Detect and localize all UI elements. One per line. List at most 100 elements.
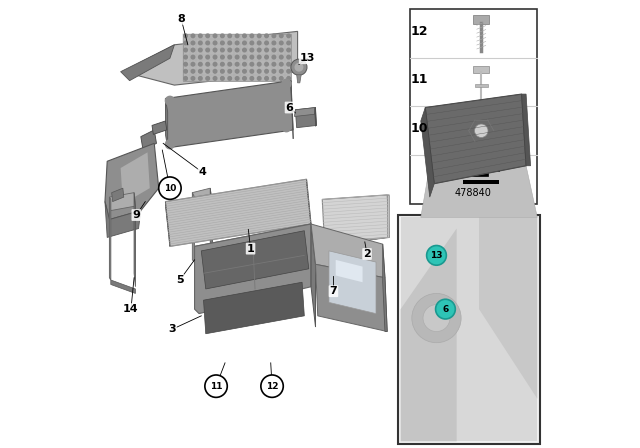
Polygon shape: [165, 202, 170, 246]
Circle shape: [198, 69, 202, 73]
Circle shape: [221, 62, 224, 66]
Polygon shape: [473, 15, 490, 24]
Circle shape: [280, 62, 283, 66]
Circle shape: [236, 77, 239, 80]
Circle shape: [191, 48, 195, 52]
Circle shape: [265, 62, 268, 66]
Circle shape: [228, 34, 232, 38]
Circle shape: [236, 62, 239, 66]
Circle shape: [236, 34, 239, 38]
Polygon shape: [401, 217, 538, 441]
Circle shape: [213, 56, 217, 59]
Polygon shape: [323, 195, 389, 199]
Circle shape: [206, 56, 209, 59]
Circle shape: [272, 48, 276, 52]
Polygon shape: [111, 280, 136, 293]
Circle shape: [191, 41, 195, 45]
Circle shape: [282, 79, 291, 88]
Polygon shape: [315, 108, 316, 126]
Circle shape: [159, 177, 181, 199]
Circle shape: [436, 299, 455, 319]
Polygon shape: [152, 121, 167, 134]
Circle shape: [280, 41, 283, 45]
Circle shape: [228, 62, 232, 66]
Polygon shape: [112, 188, 124, 202]
Circle shape: [250, 56, 253, 59]
Circle shape: [243, 56, 246, 59]
Polygon shape: [109, 193, 136, 211]
Circle shape: [265, 56, 268, 59]
Text: 12: 12: [266, 382, 278, 391]
Polygon shape: [316, 264, 387, 332]
Circle shape: [213, 62, 217, 66]
Circle shape: [198, 62, 202, 66]
Polygon shape: [165, 179, 311, 246]
Circle shape: [250, 48, 253, 52]
Circle shape: [243, 34, 246, 38]
Circle shape: [198, 41, 202, 45]
Text: 12: 12: [411, 25, 428, 38]
Polygon shape: [401, 228, 457, 441]
Circle shape: [427, 246, 446, 265]
Polygon shape: [123, 31, 298, 85]
Polygon shape: [426, 94, 526, 184]
Circle shape: [198, 48, 202, 52]
Polygon shape: [297, 75, 301, 83]
Circle shape: [213, 41, 217, 45]
Circle shape: [265, 34, 268, 38]
Circle shape: [287, 69, 291, 73]
Circle shape: [257, 34, 261, 38]
Circle shape: [468, 117, 495, 144]
Polygon shape: [387, 195, 389, 237]
Circle shape: [213, 77, 217, 80]
Circle shape: [228, 48, 232, 52]
Circle shape: [221, 48, 224, 52]
Circle shape: [184, 62, 188, 66]
Polygon shape: [463, 181, 499, 184]
Circle shape: [191, 69, 195, 73]
Circle shape: [474, 124, 488, 138]
Polygon shape: [323, 195, 389, 242]
Circle shape: [221, 77, 224, 80]
Text: 11: 11: [210, 382, 222, 391]
Circle shape: [250, 77, 253, 80]
Polygon shape: [475, 84, 488, 87]
Polygon shape: [195, 224, 311, 314]
Polygon shape: [311, 224, 385, 278]
Polygon shape: [336, 260, 362, 282]
Polygon shape: [522, 94, 531, 166]
Text: 5: 5: [176, 275, 184, 285]
Circle shape: [272, 77, 276, 80]
Circle shape: [191, 56, 195, 59]
FancyBboxPatch shape: [398, 215, 540, 444]
Polygon shape: [204, 282, 305, 334]
Circle shape: [272, 69, 276, 73]
Circle shape: [261, 375, 284, 397]
Circle shape: [228, 77, 232, 80]
Circle shape: [236, 41, 239, 45]
Polygon shape: [291, 81, 293, 139]
Circle shape: [166, 96, 174, 105]
Circle shape: [280, 34, 283, 38]
Circle shape: [243, 62, 246, 66]
Polygon shape: [141, 130, 157, 150]
Circle shape: [257, 69, 261, 73]
Circle shape: [184, 34, 188, 38]
Polygon shape: [463, 168, 499, 176]
Text: 13: 13: [430, 251, 443, 260]
Circle shape: [198, 56, 202, 59]
Text: 10: 10: [411, 122, 428, 135]
Circle shape: [287, 56, 291, 59]
Text: 14: 14: [123, 304, 139, 314]
Circle shape: [287, 34, 291, 38]
Text: 3: 3: [168, 324, 176, 334]
Circle shape: [191, 62, 195, 66]
Circle shape: [198, 34, 202, 38]
Circle shape: [236, 69, 239, 73]
FancyBboxPatch shape: [410, 9, 538, 204]
Text: 13: 13: [300, 53, 315, 63]
Text: 1: 1: [246, 244, 255, 254]
Polygon shape: [421, 108, 435, 197]
Text: 2: 2: [363, 249, 371, 259]
Circle shape: [236, 56, 239, 59]
